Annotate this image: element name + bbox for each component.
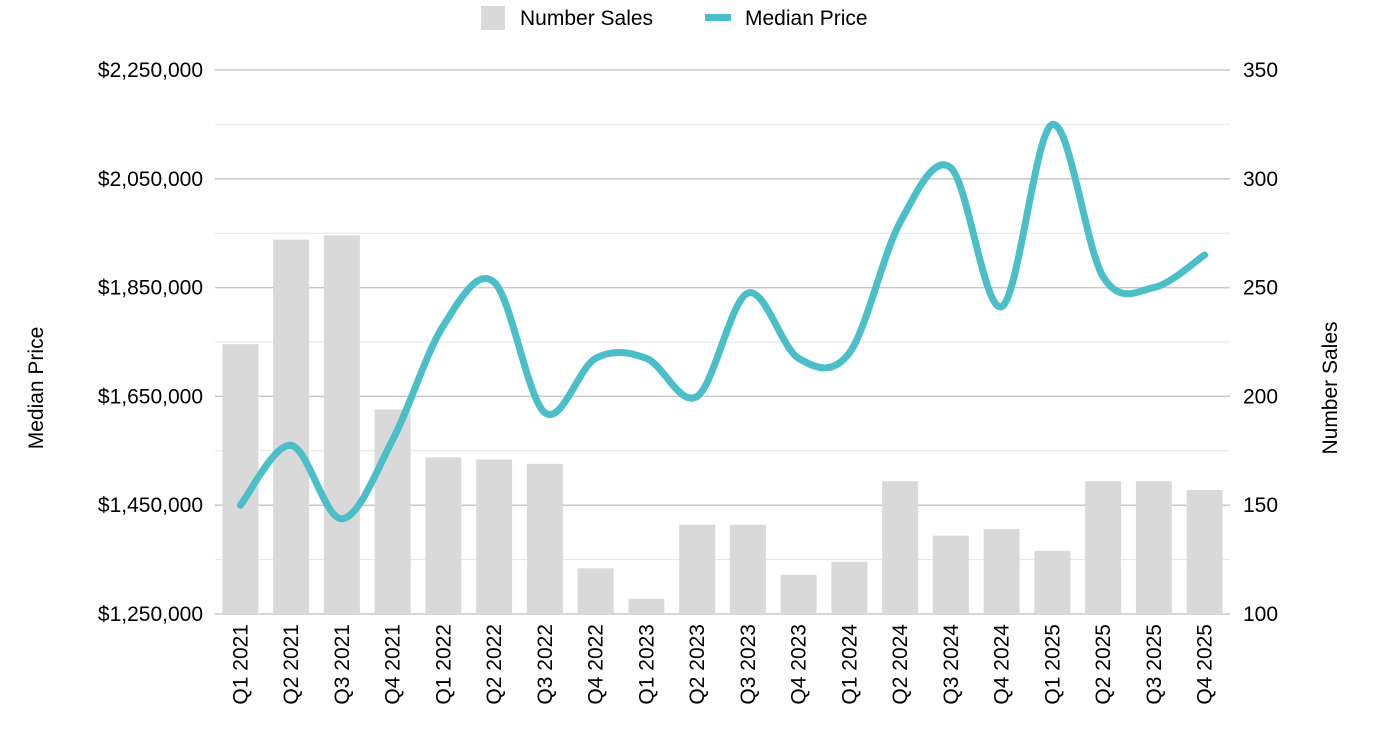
right-tick-label: 200 <box>1243 385 1278 408</box>
legend-label-median-price: Median Price <box>745 7 868 30</box>
x-tick-label: Q2 2025 <box>1092 624 1115 705</box>
x-tick-label: Q4 2023 <box>788 624 811 705</box>
bar-q2-2021 <box>273 239 310 614</box>
bar-q1-2025 <box>1034 550 1071 614</box>
left-axis-title: Median Price <box>25 327 48 450</box>
bar-q2-2024 <box>882 481 919 614</box>
left-axis-ticks: $1,250,000 $1,450,000 $1,650,000 $1,850,000… <box>98 59 203 626</box>
bar-q4-2023 <box>780 574 817 614</box>
x-tick-label: Q1 2025 <box>1041 624 1064 705</box>
x-tick-label: Q1 2022 <box>432 624 455 705</box>
x-tick-label: Q3 2022 <box>534 624 557 705</box>
bar-q3-2023 <box>729 524 766 614</box>
left-tick-label: $1,450,000 <box>98 494 203 517</box>
bar-q4-2022 <box>577 568 614 614</box>
bar-q3-2021 <box>323 235 360 614</box>
x-tick-label: Q1 2021 <box>229 624 252 705</box>
legend-label-number-sales: Number Sales <box>520 7 653 30</box>
x-tick-label: Q2 2021 <box>280 624 303 705</box>
bar-q2-2022 <box>476 459 513 614</box>
bar-q1-2021 <box>222 344 259 614</box>
left-tick-label: $2,050,000 <box>98 168 203 191</box>
left-tick-label: $1,850,000 <box>98 277 203 300</box>
x-tick-label: Q3 2025 <box>1143 624 1166 705</box>
bar-series-number-sales <box>222 235 1223 614</box>
median-price-line <box>236 120 1209 523</box>
bar-q1-2024 <box>831 561 868 614</box>
right-tick-label: 250 <box>1243 277 1278 300</box>
bar-q4-2024 <box>983 529 1020 614</box>
right-tick-label: 100 <box>1243 603 1278 626</box>
right-tick-label: 350 <box>1243 59 1278 82</box>
bar-q4-2025 <box>1186 489 1223 614</box>
line-series-median-price <box>236 120 1209 523</box>
left-tick-label: $1,250,000 <box>98 603 203 626</box>
left-tick-label: $1,650,000 <box>98 385 203 408</box>
right-tick-label: 150 <box>1243 494 1278 517</box>
x-tick-label: Q4 2022 <box>585 624 608 705</box>
x-tick-label: Q4 2021 <box>382 624 405 705</box>
bar-q3-2024 <box>932 535 969 614</box>
bar-q1-2022 <box>425 457 462 614</box>
x-tick-label: Q3 2024 <box>940 624 963 705</box>
right-tick-label: 300 <box>1243 168 1278 191</box>
x-tick-label: Q2 2022 <box>483 624 506 705</box>
x-tick-label: Q4 2025 <box>1194 624 1217 705</box>
legend: Number Sales Median Price <box>481 6 868 30</box>
x-tick-label: Q1 2023 <box>635 624 658 705</box>
bar-q2-2023 <box>679 524 716 614</box>
x-tick-label: Q3 2021 <box>331 624 354 705</box>
legend-swatch-number-sales <box>481 6 505 30</box>
right-axis-ticks: 100 150 200 250 300 350 <box>1243 59 1278 626</box>
x-tick-label: Q2 2023 <box>686 624 709 705</box>
x-axis-ticks: Q1 2021 Q2 2021 Q3 2021 Q4 2021 Q1 2022 Q2 20… <box>229 624 1216 705</box>
bar-q3-2022 <box>526 463 563 614</box>
x-tick-label: Q1 2024 <box>838 624 861 705</box>
bar-q2-2025 <box>1085 481 1122 614</box>
x-tick-label: Q3 2023 <box>737 624 760 705</box>
bar-q3-2025 <box>1135 481 1172 614</box>
right-axis-title: Number Sales <box>1319 321 1342 454</box>
x-tick-label: Q2 2024 <box>889 624 912 705</box>
x-tick-label: Q4 2024 <box>991 624 1014 705</box>
left-tick-label: $2,250,000 <box>98 59 203 82</box>
bar-q1-2023 <box>628 598 665 614</box>
legend-swatch-median-price <box>705 14 731 21</box>
